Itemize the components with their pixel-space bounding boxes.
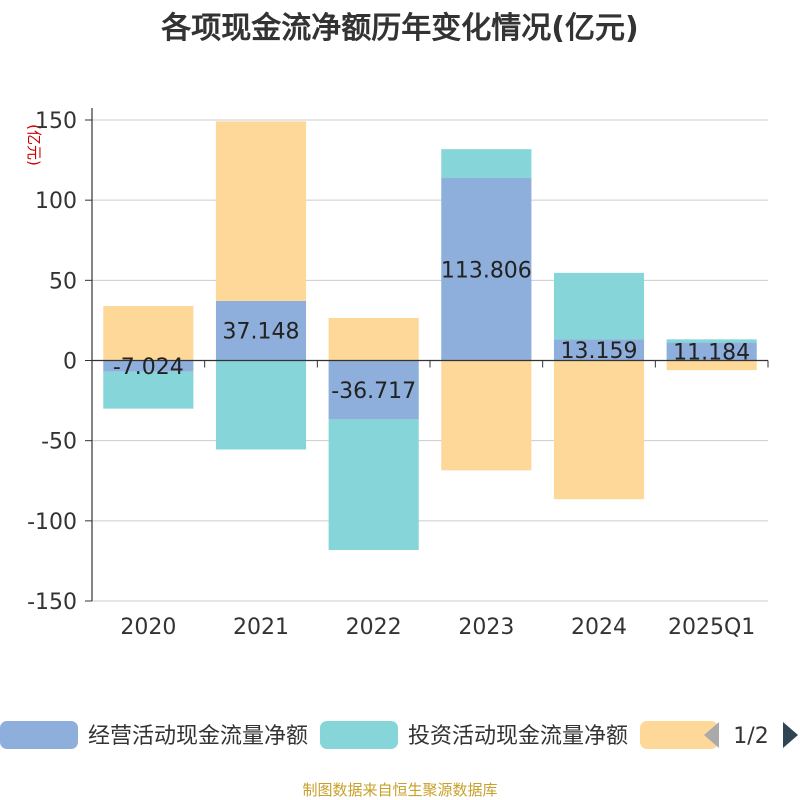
chart-title: 各项现金流净额历年变化情况(亿元) xyxy=(160,11,638,46)
legend-swatch-1[interactable] xyxy=(320,721,398,749)
data-label-2025Q1: 11.184 xyxy=(673,341,750,366)
legend-label-0[interactable]: 经营活动现金流量净额 xyxy=(88,724,308,749)
data-label-2020: -7.024 xyxy=(113,355,184,380)
bar-series-0-2021[interactable] xyxy=(215,300,307,361)
y-tick-label: 0 xyxy=(63,350,77,375)
bar-series-group xyxy=(103,121,757,551)
data-source-note: 制图数据来自恒生聚源数据库 xyxy=(302,781,497,799)
y-tick-label: -100 xyxy=(27,510,77,535)
bar-series-1-2023[interactable] xyxy=(441,149,532,179)
x-tick-label: 2022 xyxy=(346,615,402,640)
bar-series-0-2024[interactable] xyxy=(553,339,645,361)
bar-series-2-2021[interactable] xyxy=(215,121,307,301)
legend-prev-arrow-icon[interactable] xyxy=(704,722,719,748)
legend-next-arrow-icon[interactable] xyxy=(783,722,798,748)
legend-swatch-0[interactable] xyxy=(0,721,78,749)
x-tick-label: 2023 xyxy=(458,615,514,640)
data-label-2021: 37.148 xyxy=(223,320,300,345)
x-tick-label: 2024 xyxy=(571,615,627,640)
bar-series-1-2024[interactable] xyxy=(553,272,645,340)
x-tick-label: 2021 xyxy=(233,615,289,640)
y-tick-label: 150 xyxy=(35,109,77,134)
axes: 150 100 50 0 -50 -100 -150 2020 2021 2022 2023 2024… xyxy=(27,108,769,640)
bar-series-2-2025Q1[interactable] xyxy=(666,360,757,371)
bar-series-1-2020[interactable] xyxy=(103,371,194,409)
y-tick-label: 50 xyxy=(49,269,77,294)
x-tick-label: 2025Q1 xyxy=(668,615,755,640)
bar-series-2-2024[interactable] xyxy=(553,360,645,500)
y-tick-label: 100 xyxy=(35,189,77,214)
y-tick-label: -150 xyxy=(27,590,77,615)
bar-series-0-2025Q1[interactable] xyxy=(666,342,757,361)
legend-swatch-2[interactable] xyxy=(640,721,718,749)
x-tick-label: 2020 xyxy=(120,615,176,640)
data-label-2024: 13.159 xyxy=(561,339,638,364)
bar-series-2-2023[interactable] xyxy=(441,360,532,471)
bar-series-0-2022[interactable] xyxy=(328,360,419,420)
legend: 经营活动现金流量净额 投资活动现金流量净额 xyxy=(0,721,718,749)
y-axis-unit-label: (亿元) xyxy=(25,124,43,166)
bar-series-2-2022[interactable] xyxy=(328,318,419,361)
bar-series-2-2020[interactable] xyxy=(103,305,194,361)
legend-page-indicator: 1/2 xyxy=(733,724,768,749)
legend-label-1[interactable]: 投资活动现金流量净额 xyxy=(408,724,628,749)
legend-pager: 1/2 xyxy=(704,722,798,749)
bar-series-1-2022[interactable] xyxy=(328,419,419,551)
y-tick-label: -50 xyxy=(41,430,77,455)
data-label-2022: -36.717 xyxy=(331,379,416,404)
bar-series-0-2023[interactable] xyxy=(441,178,532,361)
data-label-2023: 113.806 xyxy=(441,258,532,283)
data-labels: -7.024 37.148 -36.717 113.806 13.159 11.184 xyxy=(113,258,750,404)
bar-series-1-2021[interactable] xyxy=(215,360,307,450)
bar-series-1-2025Q1[interactable] xyxy=(666,339,757,343)
bar-series-0-2020[interactable] xyxy=(103,360,194,372)
